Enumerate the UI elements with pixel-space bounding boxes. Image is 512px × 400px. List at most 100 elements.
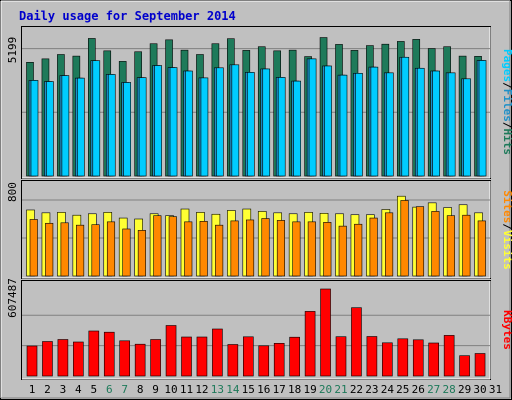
sites-bar bbox=[106, 221, 116, 277]
pages-bar bbox=[46, 81, 54, 177]
day-label: 4 bbox=[75, 383, 82, 396]
kbytes-bar bbox=[103, 331, 115, 377]
sites-bar bbox=[385, 212, 394, 277]
sites-bar bbox=[462, 214, 471, 277]
pages-bar bbox=[386, 72, 394, 177]
pages-bar bbox=[77, 77, 85, 177]
day-label: 10 bbox=[164, 383, 177, 396]
pages-bar bbox=[154, 65, 162, 177]
sites-bar bbox=[400, 200, 409, 277]
day-label: 11 bbox=[180, 383, 193, 396]
kbytes-bar bbox=[150, 339, 161, 377]
visits-panel-legend: Sites/Visits bbox=[501, 190, 512, 270]
day-label: 5 bbox=[90, 383, 97, 396]
sites-bar bbox=[122, 228, 131, 277]
day-label: 20 bbox=[319, 383, 332, 396]
pages-bar bbox=[293, 80, 301, 177]
chart-title: Daily usage for September 2014 bbox=[19, 9, 236, 23]
kbytes-bar bbox=[258, 345, 270, 377]
kbytes-bar bbox=[26, 345, 38, 377]
sites-bar bbox=[446, 215, 455, 277]
kbytes-bar bbox=[459, 355, 470, 377]
kbytes-bar bbox=[243, 336, 254, 377]
day-label: 6 bbox=[106, 383, 113, 396]
pages-bar bbox=[339, 74, 348, 177]
kbytes-bar bbox=[366, 336, 378, 377]
sites-bar bbox=[261, 218, 270, 277]
kbytes-bar bbox=[181, 336, 192, 377]
day-label: 18 bbox=[288, 383, 301, 396]
kbytes-panel-legend: KBytes bbox=[501, 310, 512, 350]
kbytes-bar bbox=[335, 336, 347, 377]
day-label: 14 bbox=[226, 383, 240, 396]
sites-bar bbox=[246, 219, 255, 277]
pages-bar bbox=[478, 60, 487, 177]
day-label: 1 bbox=[29, 383, 36, 396]
day-label: 8 bbox=[137, 383, 144, 396]
pages-bar bbox=[401, 56, 410, 177]
kbytes-bar bbox=[134, 343, 146, 377]
day-label: 30 bbox=[473, 383, 486, 396]
day-label: 31 bbox=[489, 383, 502, 396]
day-label: 26 bbox=[412, 383, 425, 396]
kbytes-bar bbox=[428, 342, 440, 377]
kbytes-bar bbox=[351, 307, 362, 377]
pages-bar bbox=[447, 72, 456, 177]
day-label: 13 bbox=[211, 383, 224, 396]
kbytes-bar bbox=[443, 335, 455, 377]
day-label: 29 bbox=[458, 383, 471, 396]
sites-bar bbox=[431, 211, 440, 277]
kbytes-bar bbox=[165, 325, 177, 377]
hits-files-pages-panel: 5199 Pages/Files/Hits bbox=[6, 26, 512, 179]
sites-bar bbox=[168, 216, 177, 277]
day-label: 28 bbox=[443, 383, 456, 396]
sites-bar bbox=[307, 221, 316, 277]
day-label: 7 bbox=[121, 383, 128, 396]
kbytes-bar bbox=[474, 353, 486, 377]
pages-bar bbox=[308, 58, 317, 177]
kbytes-panel-max-label: 607487 bbox=[6, 278, 19, 318]
sites-bar bbox=[415, 206, 425, 277]
pages-bar bbox=[277, 77, 286, 177]
pages-bar bbox=[416, 67, 425, 177]
sites-bar bbox=[29, 219, 38, 277]
legend-kbytes: KBytes bbox=[501, 310, 512, 350]
legend-sites: Sites bbox=[501, 190, 512, 223]
legend-pages: Pages bbox=[501, 49, 512, 82]
sites-bar bbox=[184, 221, 193, 277]
pages-bar bbox=[262, 68, 271, 177]
kbytes-bar bbox=[320, 288, 331, 377]
kbytes-bar bbox=[57, 339, 69, 377]
kbytes-panel: 607487 KBytes bbox=[6, 278, 512, 380]
legend-visits: Visits bbox=[501, 230, 512, 270]
kbytes-bar bbox=[88, 330, 100, 377]
day-label: 23 bbox=[365, 383, 378, 396]
visits-panel-max-label: 800 bbox=[6, 182, 19, 202]
svg-text:Sites/Visits: Sites/Visits bbox=[501, 190, 512, 270]
kbytes-bar bbox=[42, 341, 53, 377]
kbytes-bar bbox=[412, 339, 424, 377]
day-label: 3 bbox=[60, 383, 67, 396]
kbytes-bar bbox=[73, 341, 84, 377]
kbytes-bar bbox=[304, 311, 316, 377]
pages-bar bbox=[123, 82, 131, 177]
legend-files: Files bbox=[501, 89, 512, 122]
sites-bar bbox=[369, 217, 378, 277]
pages-bar bbox=[463, 78, 471, 177]
pages-bar bbox=[247, 72, 255, 177]
kbytes-bar bbox=[227, 344, 239, 377]
pages-bar bbox=[200, 77, 209, 177]
pages-bar bbox=[92, 60, 101, 177]
sites-bar bbox=[338, 225, 347, 277]
kbytes-bar bbox=[289, 336, 300, 377]
sites-bar bbox=[91, 224, 100, 277]
day-label: 22 bbox=[350, 383, 363, 396]
pages-bar bbox=[231, 64, 240, 177]
pages-bar bbox=[216, 67, 224, 177]
pages-bar bbox=[169, 67, 178, 177]
sites-bar bbox=[230, 220, 239, 277]
sites-bar bbox=[199, 221, 208, 277]
pages-bar bbox=[370, 66, 379, 177]
day-label: 27 bbox=[427, 383, 440, 396]
